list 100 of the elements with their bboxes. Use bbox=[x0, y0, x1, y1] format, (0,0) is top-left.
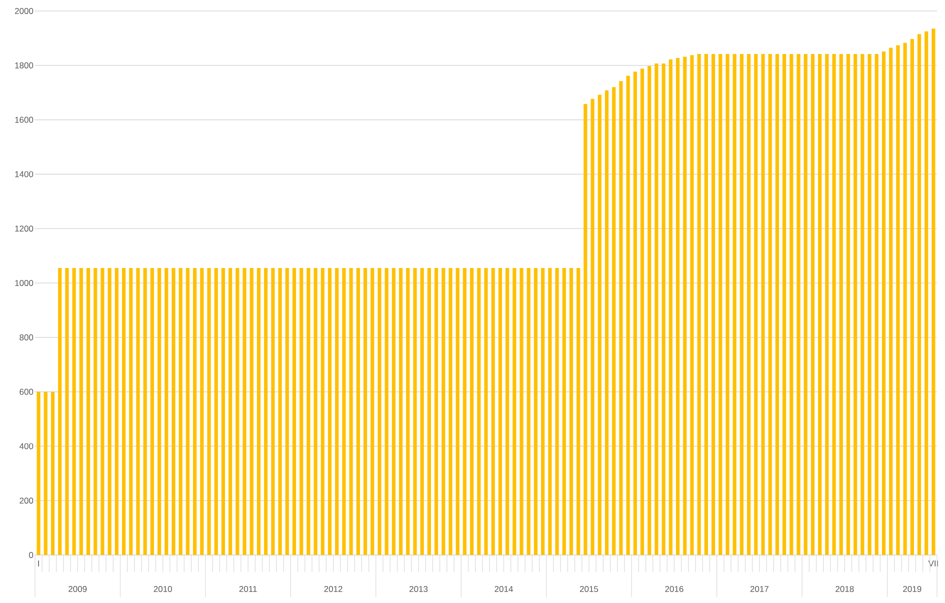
bar bbox=[300, 268, 304, 555]
bar bbox=[860, 54, 864, 555]
bar bbox=[406, 268, 410, 555]
bar bbox=[320, 268, 324, 555]
bar bbox=[242, 268, 246, 555]
y-tick-label: 1200 bbox=[15, 226, 34, 232]
bar bbox=[534, 268, 538, 555]
x-tick-label: VII bbox=[928, 560, 938, 566]
bar bbox=[65, 268, 69, 555]
bar bbox=[186, 268, 190, 555]
bar bbox=[584, 104, 588, 555]
bar bbox=[143, 268, 147, 555]
bar bbox=[917, 34, 922, 555]
bar bbox=[150, 268, 154, 555]
text: 2019 bbox=[903, 586, 922, 592]
bar bbox=[541, 268, 545, 555]
bar bbox=[754, 54, 758, 555]
bar bbox=[378, 268, 382, 555]
bar bbox=[846, 54, 850, 555]
bar bbox=[726, 54, 730, 555]
text: 2009 bbox=[68, 586, 87, 592]
bar bbox=[882, 52, 886, 555]
bar bbox=[804, 54, 808, 555]
bar bbox=[236, 268, 240, 555]
bar bbox=[910, 39, 914, 555]
bar bbox=[662, 63, 666, 555]
text: 2013 bbox=[410, 586, 428, 592]
bar bbox=[335, 268, 339, 555]
bar bbox=[520, 268, 524, 555]
text: 2017 bbox=[750, 586, 768, 592]
bar bbox=[477, 268, 481, 555]
bar bbox=[370, 268, 374, 555]
bar bbox=[413, 268, 417, 555]
bar bbox=[576, 268, 580, 555]
bar bbox=[434, 268, 438, 555]
bar bbox=[796, 54, 800, 555]
bar bbox=[633, 72, 637, 555]
bar bbox=[746, 54, 751, 555]
bar bbox=[690, 55, 694, 555]
x-tick-label: I bbox=[38, 560, 39, 566]
bar bbox=[207, 268, 211, 555]
bar bbox=[256, 268, 261, 555]
bar bbox=[484, 268, 488, 555]
bar bbox=[172, 268, 176, 555]
bar bbox=[704, 54, 708, 555]
bar bbox=[462, 268, 466, 555]
bar bbox=[398, 268, 403, 555]
bar bbox=[100, 268, 104, 555]
bar bbox=[108, 268, 112, 555]
bar bbox=[711, 54, 716, 555]
bar bbox=[129, 268, 133, 555]
bar bbox=[790, 54, 794, 555]
bar bbox=[697, 54, 701, 555]
bar bbox=[498, 268, 502, 555]
bar bbox=[874, 54, 878, 555]
bar bbox=[896, 45, 900, 555]
bar bbox=[392, 268, 396, 555]
bar bbox=[832, 54, 836, 555]
y-tick-label: 1800 bbox=[15, 62, 34, 68]
bar bbox=[228, 268, 232, 555]
bar bbox=[72, 268, 76, 555]
bar bbox=[328, 268, 332, 555]
bar bbox=[193, 268, 197, 555]
bar bbox=[676, 58, 680, 555]
bar bbox=[619, 81, 623, 555]
text: 2014 bbox=[494, 586, 513, 592]
bar bbox=[442, 268, 446, 555]
bar bbox=[164, 268, 168, 555]
bar bbox=[668, 59, 672, 555]
bar bbox=[648, 66, 652, 555]
bar bbox=[448, 268, 452, 555]
bar bbox=[491, 268, 495, 555]
bar bbox=[825, 54, 829, 555]
bar bbox=[512, 268, 516, 555]
text: 2016 bbox=[665, 586, 684, 592]
bar bbox=[292, 268, 296, 555]
bar bbox=[363, 268, 368, 555]
bar bbox=[683, 56, 687, 555]
y-tick-label: 200 bbox=[20, 498, 34, 504]
bar bbox=[506, 268, 510, 555]
bar bbox=[740, 54, 744, 555]
bar bbox=[271, 268, 275, 555]
text: 2011 bbox=[239, 586, 257, 592]
bar bbox=[58, 268, 62, 555]
bar bbox=[598, 94, 602, 555]
text: 2010 bbox=[154, 586, 172, 592]
bar bbox=[732, 54, 736, 555]
y-tick-label: 800 bbox=[20, 334, 34, 340]
bar bbox=[456, 268, 460, 555]
bar bbox=[278, 268, 282, 555]
y-tick-label: 2000 bbox=[14, 8, 34, 14]
bar bbox=[718, 54, 722, 555]
bar bbox=[612, 87, 616, 555]
bar bbox=[932, 28, 936, 555]
bar bbox=[526, 268, 530, 555]
bar bbox=[214, 268, 218, 555]
y-tick-label: 1600 bbox=[15, 116, 34, 123]
bar bbox=[768, 54, 772, 555]
bar bbox=[470, 268, 474, 555]
bar bbox=[810, 54, 815, 555]
